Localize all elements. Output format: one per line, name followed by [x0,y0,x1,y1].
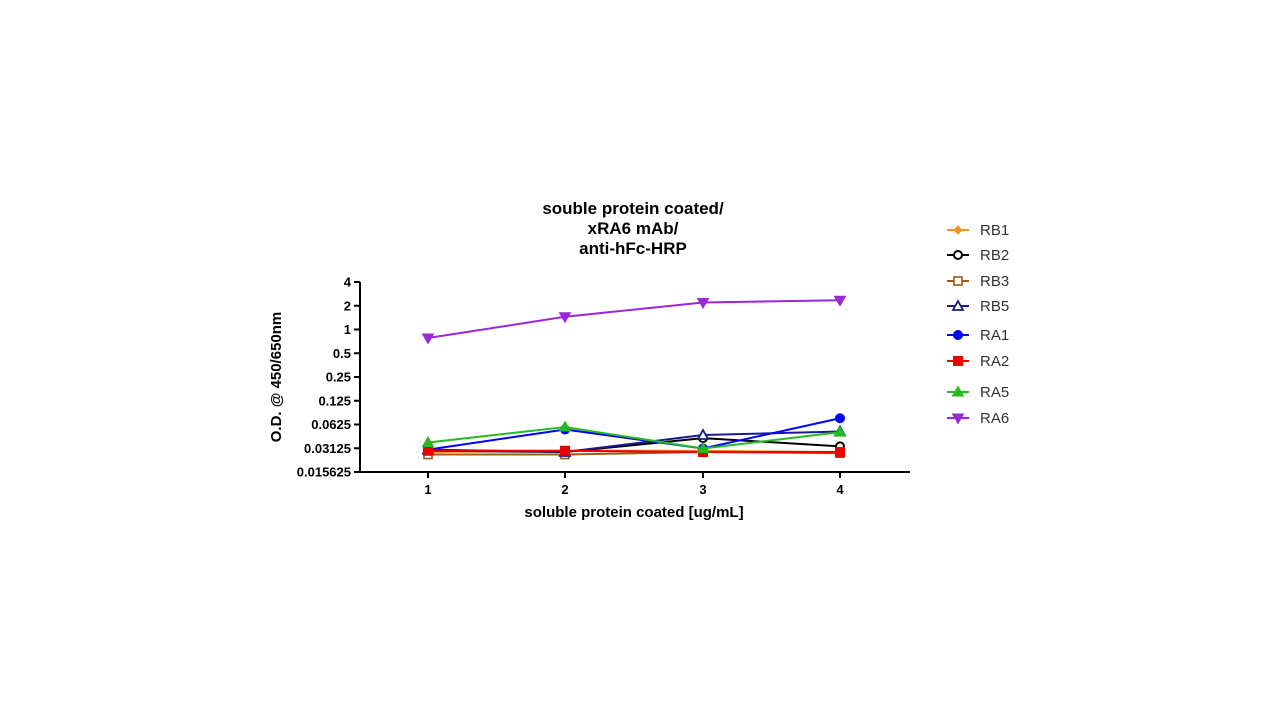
series-line-ra2 [428,449,840,454]
chart-title-line-1: souble protein coated/ [542,199,724,218]
legend-label: RA5 [980,384,1009,401]
series-line-ra6 [427,299,841,340]
series-line-ra5 [427,426,841,450]
data-point-ra5 [558,420,572,432]
data-point-ra6 [696,297,710,309]
y-tick-label: 0.25 [326,370,351,385]
series-line-ra1 [427,417,841,451]
data-point-rb5 [696,428,710,440]
data-point-ra6 [833,295,847,307]
legend-label: RA6 [980,410,1009,427]
legend-label: RB1 [980,222,1009,239]
x-tick-label: 4 [836,482,844,497]
data-point-ra2 [423,445,433,456]
chart-title: souble protein coated/ xRA6 mAb/ anti-hF… [542,199,724,258]
x-tick-label: 1 [424,482,431,497]
legend-label: RA2 [980,353,1009,370]
legend-item-ra2: RA2 [947,353,1009,370]
x-axis-title: soluble protein coated [ug/mL] [524,504,743,521]
legend-marker-ra5 [951,385,965,397]
x-tick-label: 2 [561,482,568,497]
legend-item-rb2: RB2 [947,247,1009,264]
series-ra6 [421,295,847,345]
y-tick-label: 4 [344,275,352,290]
legend-marker-ra6 [951,413,965,425]
y-tick-label: 0.015625 [297,465,351,480]
plot-series [421,295,847,460]
legend-item-rb5: RB5 [947,298,1009,315]
legend-marker-ra1 [953,330,963,340]
data-point-ra5 [421,435,435,447]
legend-item-ra1: RA1 [947,327,1009,344]
data-point-ra6 [558,312,572,324]
y-tick-label: 0.03125 [304,441,351,456]
y-ticks: 0.015625 0.03125 0.0625 0.125 0.25 0.5 1 2 4 [297,275,360,480]
legend-marker-rb1 [953,225,963,235]
y-tick-label: 1 [344,322,351,337]
chart-title-line-2: xRA6 mAb/ [588,219,679,238]
y-axis-title: O.D. @ 450/650nm [268,312,285,443]
legend-item-rb3: RB3 [947,273,1009,290]
legend-label: RB5 [980,298,1009,315]
data-point-ra2 [560,445,570,456]
x-tick-label: 3 [699,482,706,497]
legend-label: RB3 [980,273,1009,290]
legend-marker-rb2 [953,250,963,260]
legend-item-ra6: RA6 [947,410,1009,427]
legend-marker-rb3 [953,276,963,286]
data-point-ra5 [833,425,847,437]
legend: RB1 RB2 RB3 RB5 RA1 RA2 RA5 RA6 [947,222,1009,427]
legend-item-rb1: RB1 [947,222,1009,239]
y-tick-label: 0.5 [333,346,351,361]
y-tick-label: 0.0625 [311,417,351,432]
chart-title-line-3: anti-hFc-HRP [579,239,687,258]
y-tick-label: 2 [344,298,351,313]
x-ticks: 1 2 3 4 [424,472,844,497]
legend-marker-ra2 [953,356,963,366]
legend-marker-rb5 [951,299,965,311]
data-point-ra6 [421,333,435,345]
data-point-ra2 [835,447,845,458]
legend-label: RA1 [980,327,1009,344]
y-tick-label: 0.125 [318,393,351,408]
legend-item-ra5: RA5 [947,384,1009,401]
legend-label: RB2 [980,247,1009,264]
data-point-ra5 [696,442,710,454]
data-point-ra1 [835,413,845,424]
series-rb3 [423,447,845,460]
series-ra5 [421,420,847,454]
